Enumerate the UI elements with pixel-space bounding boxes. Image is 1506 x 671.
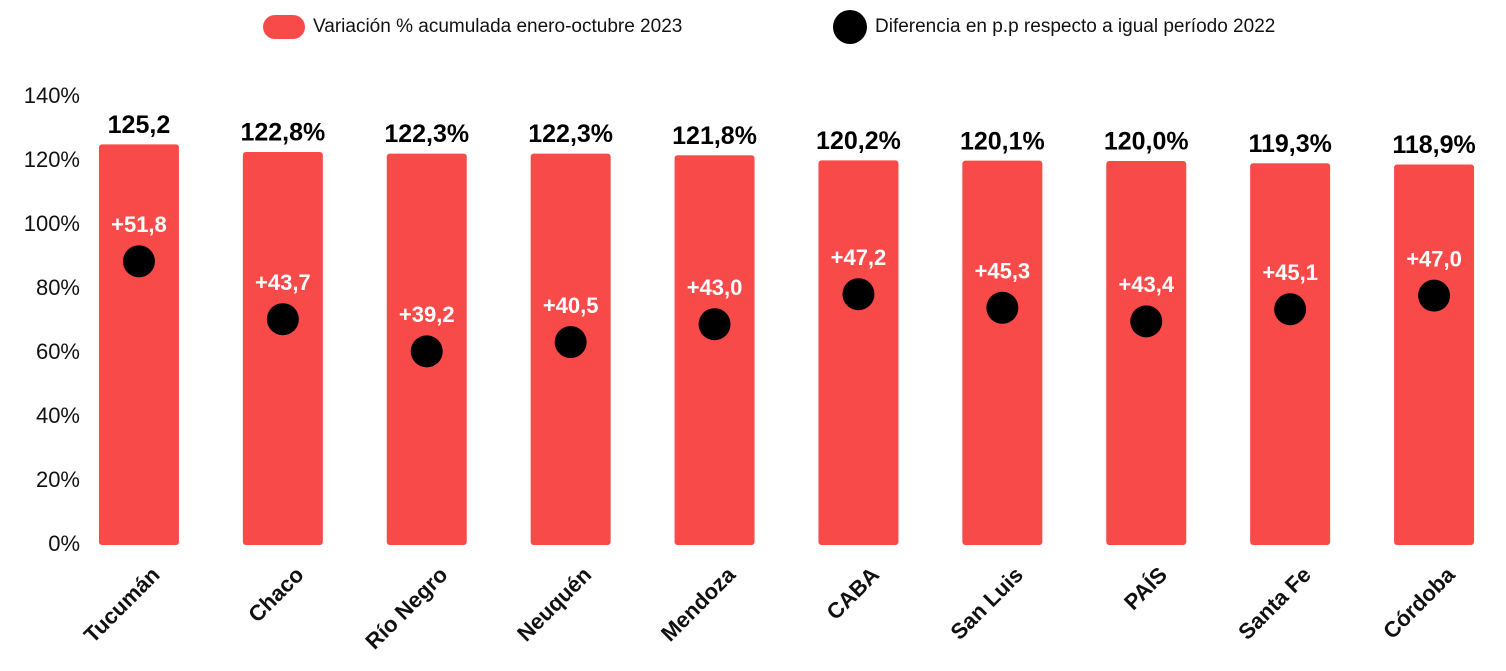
x-tick-label: San Luis [945, 562, 1028, 645]
bar [1106, 161, 1187, 545]
bar [98, 144, 179, 546]
dot [698, 308, 731, 341]
dot-value-label: +51,8 [111, 212, 167, 237]
dot-value-label: +43,4 [1118, 272, 1174, 297]
x-tick-label: Chaco [243, 562, 308, 627]
x-tick-label: Tucumán [79, 562, 165, 648]
y-tick-label: 100% [24, 211, 80, 236]
y-tick-label: 0% [48, 531, 80, 556]
legend-label: Diferencia en p.p respecto a igual perío… [875, 16, 1275, 37]
bar [962, 160, 1043, 545]
bar [1250, 163, 1331, 546]
dot-value-label: +47,0 [1406, 246, 1462, 271]
dot [1130, 305, 1163, 338]
bar-value-label: 120,1% [960, 127, 1045, 155]
dot [410, 335, 443, 368]
dot [554, 326, 587, 359]
dot-value-label: +39,2 [399, 302, 455, 327]
bar-value-label: 122,3% [384, 120, 469, 148]
bar [818, 160, 899, 546]
bar-value-label: 121,8% [672, 122, 757, 150]
bar-value-label: 125,2 [108, 111, 171, 139]
x-tick-label: PAÍS [1119, 562, 1172, 615]
dot [1274, 293, 1307, 326]
y-tick-label: 40% [36, 403, 80, 428]
y-tick-label: 20% [36, 467, 80, 492]
dot-value-label: +43,0 [687, 275, 743, 300]
y-tick-label: 80% [36, 275, 80, 300]
bar [242, 152, 323, 546]
dot-value-label: +45,3 [975, 259, 1031, 284]
legend-label: Variación % acumulada enero-octubre 2023 [313, 16, 682, 37]
dot-value-label: +40,5 [543, 293, 599, 318]
dot-value-label: +47,2 [831, 245, 887, 270]
bar-value-label: 118,9% [1392, 131, 1475, 159]
y-tick-label: 140% [24, 83, 80, 108]
dot-value-label: +43,7 [255, 270, 311, 295]
bar [674, 155, 755, 546]
dot-value-label: +45,1 [1262, 260, 1318, 285]
bar-value-label: 120,0% [1104, 128, 1189, 156]
bar-value-label: 122,3% [528, 120, 613, 148]
x-tick-label: Río Negro [360, 562, 452, 654]
x-tick-label: Córdoba [1378, 561, 1460, 643]
x-tick-label: Mendoza [656, 561, 741, 646]
x-tick-label: Neuquén [512, 562, 596, 646]
legend-swatch [833, 10, 867, 44]
y-tick-label: 60% [36, 339, 80, 364]
dot [1418, 279, 1451, 312]
x-tick-label: CABA [821, 562, 884, 625]
dot [122, 245, 155, 278]
bar [1394, 164, 1475, 545]
x-tick-label: Santa Fe [1233, 562, 1316, 645]
dot [842, 278, 875, 311]
bar-value-label: 120,2% [816, 127, 901, 155]
legend-swatch [263, 15, 305, 39]
dot [266, 303, 299, 336]
dot [986, 291, 1019, 324]
bar-value-label: 122,8% [240, 119, 325, 147]
bar-value-label: 119,3% [1248, 130, 1331, 158]
y-tick-label: 120% [24, 147, 80, 172]
